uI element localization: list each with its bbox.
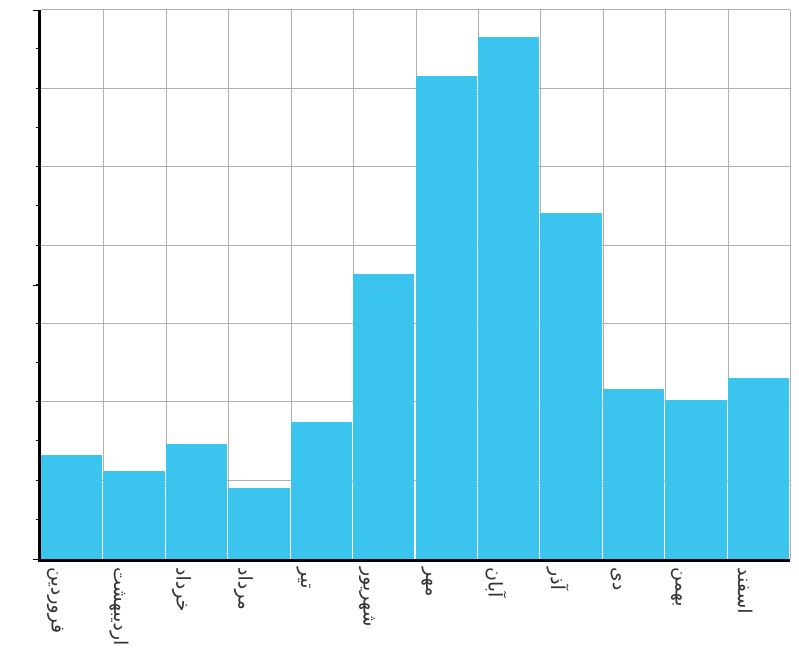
bar: [291, 422, 352, 559]
plot-area: [38, 10, 790, 562]
x-axis-label: آذر: [545, 567, 567, 590]
bar: [228, 488, 289, 559]
ytick-major: [33, 10, 41, 11]
bar: [665, 400, 726, 559]
bar: [166, 444, 227, 559]
bar: [728, 378, 789, 559]
x-axis-label: شهریور: [358, 567, 380, 626]
ytick-minor: [36, 48, 41, 49]
bar: [353, 274, 414, 559]
x-axis-label: بهمن: [670, 567, 692, 607]
bar: [416, 76, 477, 559]
bar: [41, 455, 102, 559]
ytick-major: [33, 559, 41, 560]
ytick-minor: [36, 88, 41, 89]
bars-layer: [41, 10, 790, 559]
x-axis-label: مهر: [420, 567, 442, 596]
ytick-minor: [36, 166, 41, 167]
bar: [603, 389, 664, 559]
ytick-minor: [36, 127, 41, 128]
x-axis-label: اسفند: [732, 567, 754, 614]
x-axis-labels: فروردین اردیبهشت خرداد مرداد تیر شهریور مهر آبا…: [38, 567, 790, 642]
ytick-minor: [36, 205, 41, 206]
x-axis-label: مرداد: [233, 567, 255, 610]
ytick-minor: [36, 519, 41, 520]
ytick-minor: [36, 362, 41, 363]
ytick-minor: [36, 401, 41, 402]
bar: [540, 213, 601, 559]
grid-vertical: [790, 10, 791, 559]
x-axis-label: فروردین: [45, 567, 67, 633]
ytick-minor: [36, 245, 41, 246]
ytick-minor: [36, 323, 41, 324]
x-axis-label: تیر: [295, 567, 317, 589]
bar: [478, 37, 539, 559]
x-axis-label: دی: [607, 567, 629, 590]
ytick-minor: [36, 440, 41, 441]
x-axis-label: آبان: [482, 567, 504, 597]
x-axis-label: خرداد: [170, 567, 192, 611]
bar-chart: فروردین اردیبهشت خرداد مرداد تیر شهریور مهر آبا…: [0, 0, 799, 649]
ytick-minor: [36, 284, 41, 285]
ytick-minor: [36, 480, 41, 481]
ytick-major: [33, 285, 41, 286]
bar: [103, 471, 164, 559]
x-axis-label: اردیبهشت: [108, 567, 130, 645]
